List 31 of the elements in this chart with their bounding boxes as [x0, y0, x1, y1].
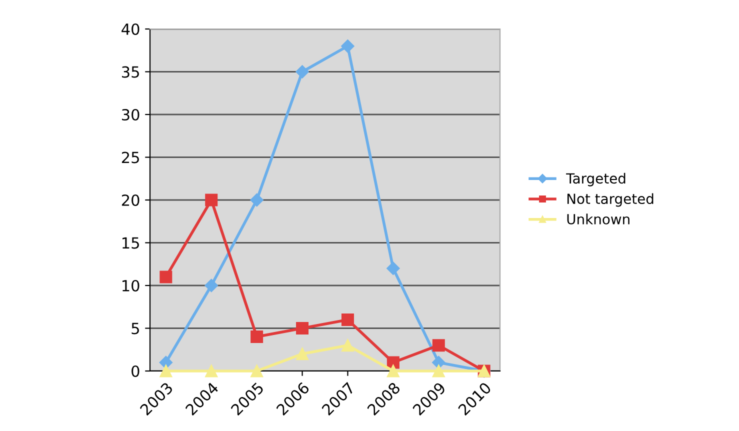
- y-tick-label: 15: [122, 237, 139, 249]
- point: [160, 364, 172, 378]
- point: [205, 194, 218, 206]
- point: [205, 364, 218, 378]
- y-tick-label: 30: [122, 108, 140, 121]
- y-tick-label: 40: [122, 23, 140, 36]
- point: [204, 278, 218, 292]
- point: [386, 262, 400, 275]
- legend-label: Targeted: [566, 172, 626, 186]
- point: [250, 364, 264, 378]
- point: [160, 270, 172, 284]
- point: [341, 40, 354, 53]
- point: [296, 348, 309, 360]
- point: [432, 339, 445, 352]
- legend-label: Not targeted: [567, 193, 654, 207]
- y-tick-label: 10: [122, 280, 140, 292]
- point: [296, 65, 309, 78]
- point: [250, 193, 264, 207]
- legend-label: Unknown: [567, 214, 630, 224]
- point: [386, 364, 400, 378]
- point: [386, 356, 400, 369]
- point: [296, 322, 309, 334]
- y-tick-label: 25: [122, 152, 139, 164]
- point: [341, 339, 354, 352]
- y-tick-label: 35: [122, 66, 139, 78]
- point: [341, 313, 354, 326]
- point: [250, 330, 264, 344]
- point: [432, 364, 445, 378]
- y-tick-label: 5: [132, 322, 139, 334]
- y-tick-label: 20: [122, 194, 140, 206]
- y-tick-label: 0: [132, 365, 140, 378]
